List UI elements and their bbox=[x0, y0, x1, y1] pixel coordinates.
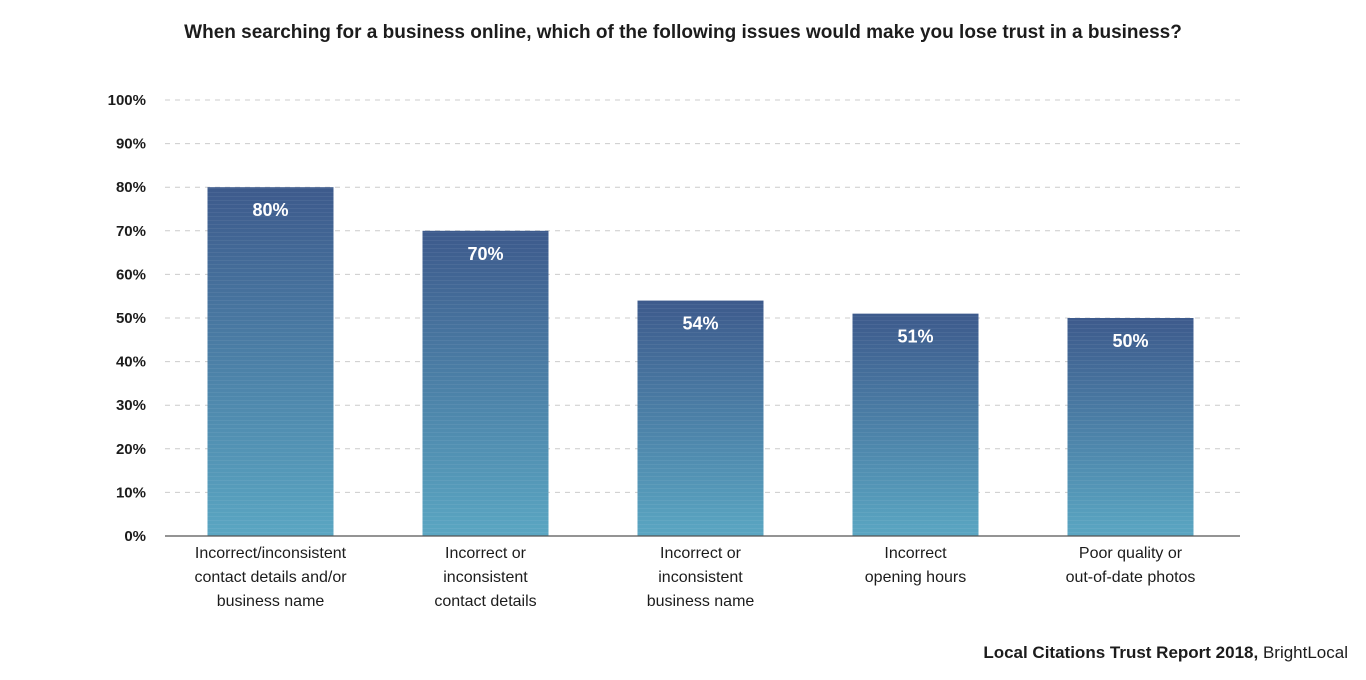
bar-texture bbox=[637, 300, 764, 536]
data-label: 50% bbox=[1112, 331, 1148, 351]
source-publisher: BrightLocal bbox=[1258, 643, 1348, 662]
x-category-line: business name bbox=[217, 593, 325, 610]
x-category-line: inconsistent bbox=[443, 569, 528, 586]
bars bbox=[207, 187, 1194, 537]
x-category-line: out-of-date photos bbox=[1066, 569, 1196, 586]
bar-texture bbox=[852, 313, 979, 536]
y-tick-label: 100% bbox=[108, 92, 146, 109]
x-category-label: Incorrect/inconsistent contact details an… bbox=[194, 545, 347, 610]
y-tick-label: 50% bbox=[116, 310, 146, 327]
y-tick-label: 90% bbox=[116, 136, 146, 153]
y-tick-label: 40% bbox=[116, 354, 146, 371]
y-tick-label: 10% bbox=[116, 484, 146, 501]
y-tick-label: 0% bbox=[124, 528, 146, 545]
x-category-line: Incorrect/inconsistent bbox=[195, 545, 347, 562]
bar-texture bbox=[422, 230, 549, 537]
source-report-name: Local Citations Trust Report 2018, bbox=[983, 643, 1259, 662]
data-label: 70% bbox=[467, 244, 503, 264]
x-category-line: Incorrect or bbox=[445, 545, 527, 562]
x-category-line: contact details bbox=[434, 593, 536, 610]
y-tick-label: 70% bbox=[116, 223, 146, 240]
x-category-line: Incorrect or bbox=[660, 545, 742, 562]
x-category-line: Incorrect bbox=[884, 545, 947, 562]
bar-texture bbox=[207, 187, 334, 536]
data-label: 54% bbox=[682, 314, 718, 334]
x-category-line: contact details and/or bbox=[194, 569, 347, 586]
x-category-label: Incorrect or inconsistent contact details bbox=[434, 545, 536, 610]
x-category-label: Poor quality or out-of-date photos bbox=[1066, 545, 1196, 586]
x-category-label: Incorrect opening hours bbox=[865, 545, 966, 586]
x-category-line: Poor quality or bbox=[1079, 545, 1183, 562]
data-label: 51% bbox=[897, 327, 933, 347]
x-axis-categories: Incorrect/inconsistent contact details an… bbox=[194, 545, 1195, 610]
y-tick-label: 80% bbox=[116, 179, 146, 196]
y-tick-label: 60% bbox=[116, 266, 146, 283]
y-tick-label: 20% bbox=[116, 441, 146, 458]
source-credit: Local Citations Trust Report 2018, Brigh… bbox=[983, 643, 1348, 663]
data-label: 80% bbox=[252, 200, 288, 220]
x-category-label: Incorrect or inconsistent business name bbox=[647, 545, 755, 610]
x-category-line: business name bbox=[647, 593, 755, 610]
y-axis-ticks: 0% 10% 20% 30% 40% 50% 60% 70% 80% 90% 100% bbox=[108, 92, 146, 545]
chart-title: When searching for a business online, wh… bbox=[184, 22, 1182, 43]
x-category-line: opening hours bbox=[865, 569, 966, 586]
y-tick-label: 30% bbox=[116, 397, 146, 414]
bar-texture bbox=[1067, 318, 1194, 536]
x-category-line: inconsistent bbox=[658, 569, 743, 586]
data-labels: 80% 70% 54% 51% 50% bbox=[252, 200, 1148, 351]
